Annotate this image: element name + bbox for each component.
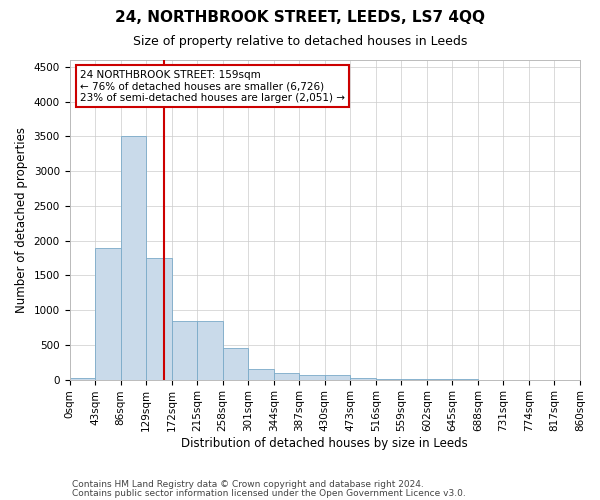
Y-axis label: Number of detached properties: Number of detached properties (15, 127, 28, 313)
Bar (172, 320, 197, 380)
Bar (223, 348, 248, 380)
X-axis label: Distribution of detached houses by size in Leeds: Distribution of detached houses by size … (181, 437, 468, 450)
Bar (274, 372, 299, 380)
Text: 24 NORTHBROOK STREET: 159sqm
← 76% of detached houses are smaller (6,726)
23% of: 24 NORTHBROOK STREET: 159sqm ← 76% of de… (80, 70, 345, 103)
Text: Size of property relative to detached houses in Leeds: Size of property relative to detached ho… (133, 35, 467, 48)
Bar (121, 136, 146, 380)
Text: Contains HM Land Registry data © Crown copyright and database right 2024.: Contains HM Land Registry data © Crown c… (72, 480, 424, 489)
Bar (70, 378, 95, 380)
Bar (248, 369, 274, 380)
Bar (376, 379, 401, 380)
Bar (146, 258, 172, 380)
Bar (95, 248, 121, 380)
Bar (325, 376, 350, 380)
Bar (299, 376, 325, 380)
Text: Contains public sector information licensed under the Open Government Licence v3: Contains public sector information licen… (72, 488, 466, 498)
Bar (350, 378, 376, 380)
Text: 24, NORTHBROOK STREET, LEEDS, LS7 4QQ: 24, NORTHBROOK STREET, LEEDS, LS7 4QQ (115, 10, 485, 25)
Bar (197, 320, 223, 380)
